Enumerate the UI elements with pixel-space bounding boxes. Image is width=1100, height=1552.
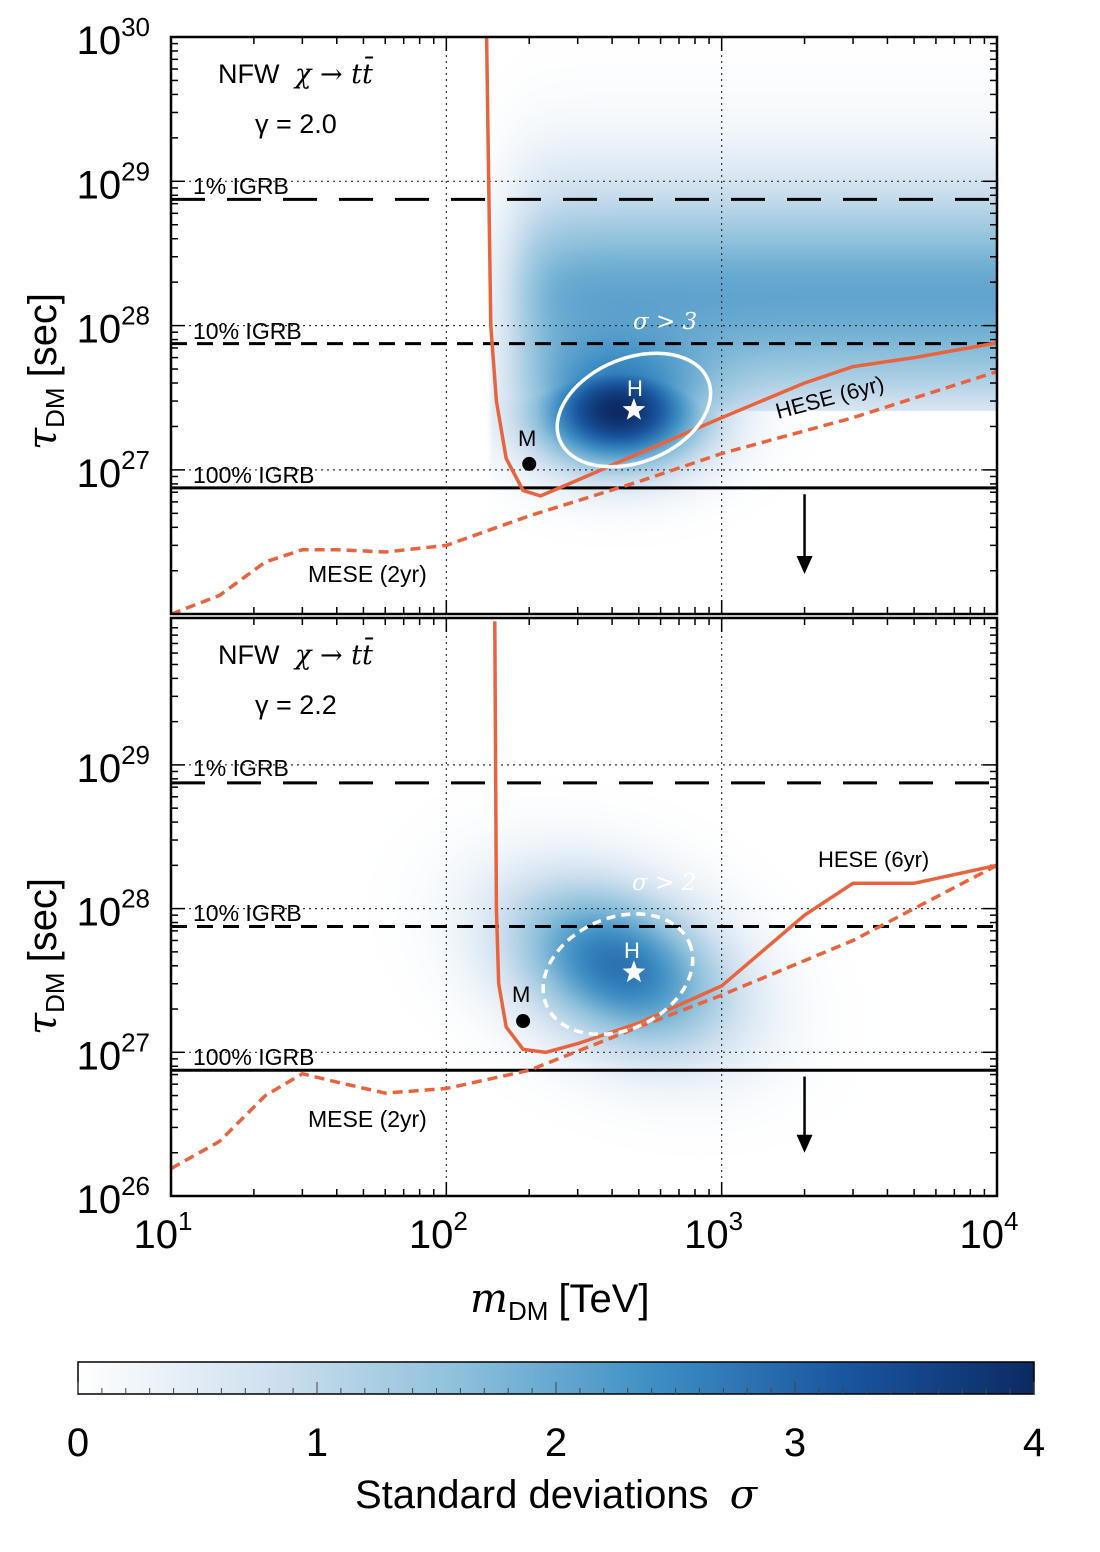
hese-curve — [484, 37, 997, 498]
y-axis-title-bottom: τDM [sec] — [20, 878, 70, 1035]
contour-label-bottom: σ > 2 — [632, 870, 696, 896]
markers-top — [522, 351, 813, 574]
title-prefix-top: NFW — [218, 59, 280, 89]
bottom-panel: NFW χ → tt̄ γ = 2.2 1% IGRB 10% IGRB 100… — [169, 616, 999, 1198]
x-axis-title: mDM [TeV] — [470, 1276, 650, 1326]
y-tick-label-top: 1027 — [77, 445, 150, 496]
igrb-100-label-top: 100% IGRB — [193, 462, 314, 488]
title-channel-bottom: χ → tt̄ — [293, 636, 374, 671]
colorbar: 0 1 2 3 4 Standard deviations σ — [67, 1361, 1045, 1518]
point-h-label-bottom: H — [624, 938, 640, 963]
panel-title-bottom: NFW χ → tt̄ — [218, 636, 374, 671]
x-axis-unit: [TeV] — [558, 1277, 649, 1321]
y-axis-unit-top: [sec] — [21, 293, 65, 377]
heatmap-bottom — [171, 618, 997, 1196]
curves-bottom — [171, 621, 997, 1171]
mese-curve — [171, 369, 997, 614]
labels-bottom: NFW χ → tt̄ γ = 2.2 1% IGRB 10% IGRB 100… — [193, 636, 929, 1132]
y-tick-label-top: 1028 — [77, 301, 150, 352]
igrb-10-label-bottom: 10% IGRB — [193, 900, 302, 926]
bound-arrow-head — [796, 555, 813, 574]
curves-top — [171, 37, 997, 614]
y-tick-label-bottom: 1027 — [77, 1027, 150, 1078]
colorbar-tick-label: 0 — [67, 1421, 89, 1465]
bound-arrow-head — [796, 1134, 813, 1153]
point-m — [522, 456, 537, 471]
y-axis-sub-top: DM — [40, 387, 70, 427]
x-axis-sub: DM — [508, 1296, 548, 1326]
y-tick-label-bottom: 1026 — [77, 1171, 150, 1222]
gamma-label-bottom: γ = 2.2 — [255, 690, 337, 720]
y-axis-title-top: τDM [sec] — [20, 293, 70, 450]
igrb-1-label-top: 1% IGRB — [193, 173, 289, 199]
igrb-10-label-top: 10% IGRB — [193, 318, 302, 344]
mese-label-top: MESE (2yr) — [308, 561, 427, 587]
y-axis-main-top: τ — [20, 427, 66, 450]
point-m-label-bottom: M — [512, 982, 530, 1007]
y-tick-label-bottom: 1028 — [77, 884, 150, 935]
point-h-star — [622, 398, 646, 420]
markers-bottom — [516, 912, 813, 1153]
colorbar-label: Standard deviations σ — [355, 1472, 759, 1518]
point-h-star — [622, 960, 646, 983]
contour-ellipse — [555, 351, 713, 469]
panel-title-top: NFW χ → tt̄ — [218, 55, 374, 90]
tick-labels: 101 102 103 104 1027 1028 1029 1030 1026 1027 1028… — [77, 12, 1019, 1257]
y-tick-label-bottom: 1029 — [77, 740, 150, 791]
y-axis-sub-bottom: DM — [40, 972, 70, 1012]
x-tick-label: 102 — [409, 1206, 468, 1257]
title-channel-top: χ → tt̄ — [293, 55, 374, 90]
point-m-label-top: M — [518, 426, 536, 451]
contour-ellipse — [541, 912, 695, 1037]
y-tick-label-top: 1030 — [77, 12, 150, 63]
colorbar-label-text: Standard deviations — [355, 1473, 709, 1517]
colorbar-label-symbol: σ — [730, 1472, 759, 1518]
colorbar-tick-label: 4 — [1023, 1421, 1045, 1465]
top-panel: NFW χ → tt̄ γ = 2.0 1% IGRB 10% IGRB 100… — [169, 35, 999, 616]
point-h-label-top: H — [627, 376, 643, 401]
x-tick-label: 101 — [134, 1206, 193, 1257]
title-prefix-bottom: NFW — [218, 640, 280, 670]
y-axis-unit-bottom: [sec] — [21, 878, 65, 962]
frame-top — [169, 35, 999, 616]
colorbar-tick-label: 1 — [306, 1421, 328, 1465]
colorbar-tick-label: 2 — [545, 1421, 567, 1465]
y-axis-main-bottom: τ — [20, 1012, 66, 1035]
x-tick-label: 104 — [960, 1206, 1019, 1257]
frame-bottom — [169, 616, 999, 1198]
contour-label-top: σ > 3 — [633, 309, 697, 335]
igrb-1-label-bottom: 1% IGRB — [193, 755, 289, 781]
hese-curve — [493, 621, 997, 1055]
x-axis-main: m — [470, 1276, 508, 1322]
colorbar-tick-label: 3 — [784, 1421, 806, 1465]
hese-label-bottom: HESE (6yr) — [818, 847, 929, 872]
mese-curve — [171, 863, 997, 1171]
heatmap-image — [171, 37, 997, 614]
y-tick-label-top: 1029 — [77, 156, 150, 207]
point-m — [516, 1014, 531, 1029]
colorbar-ticks: 0 1 2 3 4 — [67, 1382, 1045, 1465]
heatmap-image — [171, 618, 997, 1196]
heatmap-top — [171, 37, 997, 614]
x-tick-label: 103 — [684, 1206, 743, 1257]
igrb-100-label-bottom: 100% IGRB — [193, 1044, 314, 1070]
gamma-label-top: γ = 2.0 — [255, 109, 337, 139]
mese-label-bottom: MESE (2yr) — [308, 1106, 427, 1132]
